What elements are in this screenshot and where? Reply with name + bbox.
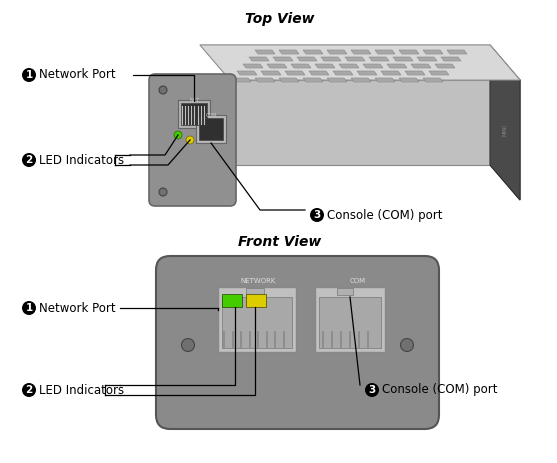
Polygon shape [339,64,359,68]
Polygon shape [393,57,413,61]
Polygon shape [267,64,287,68]
Text: NETWORK: NETWORK [240,278,276,284]
Bar [246,294,266,307]
Polygon shape [375,78,395,82]
Polygon shape [490,45,520,200]
Circle shape [22,301,36,315]
Polygon shape [327,50,347,54]
Polygon shape [303,50,323,54]
Polygon shape [411,64,431,68]
Polygon shape [200,45,520,80]
Polygon shape [303,78,323,82]
Text: 3: 3 [368,385,375,395]
Polygon shape [279,50,299,54]
Circle shape [159,86,167,94]
Polygon shape [345,57,365,61]
Polygon shape [273,57,293,61]
Polygon shape [231,78,251,82]
Polygon shape [399,50,419,54]
Polygon shape [423,78,443,82]
Text: Console (COM) port: Console (COM) port [382,383,497,396]
Text: 2: 2 [26,385,33,395]
Polygon shape [261,71,281,75]
Polygon shape [255,78,275,82]
Text: Top View: Top View [245,12,315,26]
Polygon shape [369,57,389,61]
Circle shape [159,188,167,196]
Polygon shape [200,45,520,80]
Polygon shape [321,57,341,61]
Text: COM: COM [206,113,217,118]
Polygon shape [279,78,299,82]
Polygon shape [381,71,401,75]
FancyBboxPatch shape [156,256,439,429]
Polygon shape [327,78,347,82]
Polygon shape [363,64,383,68]
Text: 2: 2 [26,155,33,165]
Circle shape [186,136,194,144]
Circle shape [22,383,36,397]
Bar [181,103,207,125]
Bar [319,297,381,348]
Circle shape [22,153,36,167]
Bar [218,287,296,352]
Bar [337,288,353,295]
Bar [246,288,264,295]
Circle shape [174,131,182,139]
Bar [196,115,226,143]
Polygon shape [285,71,305,75]
Text: COM: COM [350,278,366,284]
Polygon shape [490,80,520,200]
Polygon shape [230,80,490,165]
Polygon shape [375,50,395,54]
Bar [199,118,223,140]
Polygon shape [399,78,419,82]
Polygon shape [249,57,269,61]
Circle shape [182,338,194,351]
Circle shape [365,383,379,397]
Polygon shape [291,64,311,68]
Polygon shape [255,50,275,54]
Polygon shape [351,78,371,82]
Circle shape [400,338,413,351]
Polygon shape [309,71,329,75]
Text: 1: 1 [26,70,33,80]
Polygon shape [243,64,263,68]
Polygon shape [387,64,407,68]
Bar [222,297,292,348]
Bar [222,294,242,307]
FancyBboxPatch shape [149,74,236,206]
Text: 3: 3 [314,210,321,220]
Text: Console (COM) port: Console (COM) port [327,208,442,221]
Text: Network Port: Network Port [39,301,116,314]
Bar [178,100,210,128]
Polygon shape [357,71,377,75]
Text: 1: 1 [26,303,33,313]
Circle shape [310,208,324,222]
Polygon shape [315,64,335,68]
Text: Network Port: Network Port [39,69,116,81]
Polygon shape [441,57,461,61]
Polygon shape [435,64,455,68]
Polygon shape [351,50,371,54]
Polygon shape [405,71,425,75]
Bar [315,287,385,352]
Polygon shape [237,71,257,75]
Polygon shape [333,71,353,75]
Text: NET: NET [189,98,199,103]
Polygon shape [417,57,437,61]
Text: LED Indicators: LED Indicators [39,383,124,396]
Polygon shape [423,50,443,54]
Text: LED Indicators: LED Indicators [39,154,124,167]
Circle shape [22,68,36,82]
Text: MINI: MINI [502,124,507,136]
Polygon shape [447,50,467,54]
Polygon shape [429,71,449,75]
Polygon shape [297,57,317,61]
Text: Front View: Front View [238,235,321,249]
